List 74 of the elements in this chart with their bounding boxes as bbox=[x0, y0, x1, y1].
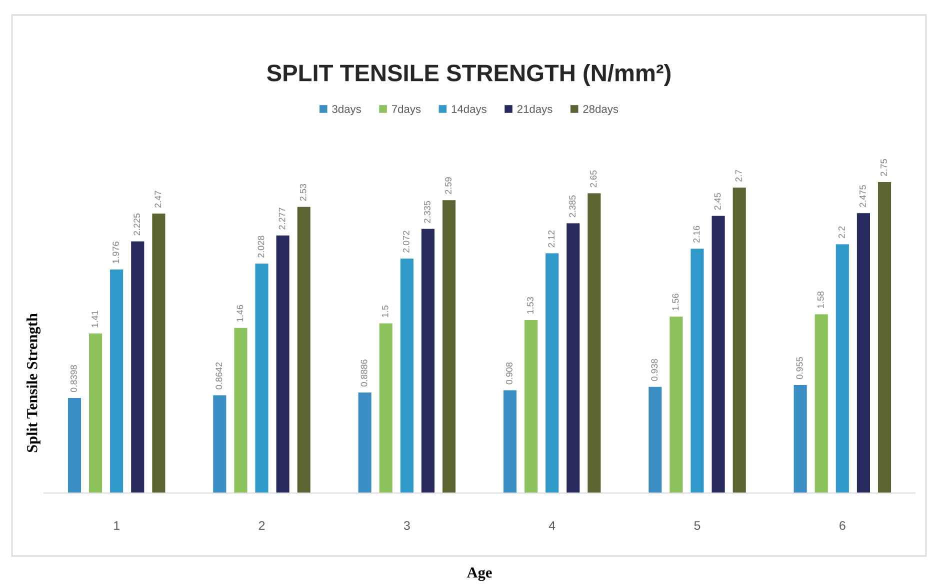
data-label: 2.2 bbox=[838, 226, 845, 238]
bar bbox=[794, 384, 807, 493]
x-tick-label: 2 bbox=[258, 521, 265, 530]
legend-label: 28days bbox=[583, 104, 618, 116]
bar bbox=[358, 392, 372, 493]
x-tick-label: 5 bbox=[694, 521, 700, 530]
bar bbox=[152, 214, 166, 493]
data-label: 2.65 bbox=[590, 170, 597, 188]
legend-label: 21days bbox=[517, 104, 552, 116]
data-label: 0.955 bbox=[796, 357, 803, 379]
bar bbox=[856, 213, 870, 493]
data-label: 0.8398 bbox=[70, 365, 77, 392]
x-tick-label: 4 bbox=[548, 521, 556, 530]
data-label: 2.16 bbox=[693, 226, 700, 243]
bar bbox=[566, 223, 580, 493]
bar bbox=[836, 244, 849, 493]
bar bbox=[690, 248, 704, 493]
data-label: 2.59 bbox=[445, 177, 452, 194]
x-axis-title: Age bbox=[466, 567, 492, 581]
bar bbox=[110, 270, 124, 493]
data-label: 1.58 bbox=[817, 291, 824, 308]
data-label: 0.8886 bbox=[360, 360, 368, 386]
data-label: 0.908 bbox=[506, 362, 512, 384]
data-label: 2.335 bbox=[424, 201, 430, 223]
y-axis-title: Split Tensile Strength bbox=[26, 313, 41, 452]
bar bbox=[814, 314, 828, 493]
data-label: 0.938 bbox=[651, 359, 658, 381]
bar bbox=[442, 200, 456, 493]
x-tick-label: 3 bbox=[404, 521, 410, 530]
chart-title: SPLIT TENSILE STRENGTH (N/mm²) bbox=[267, 64, 670, 86]
data-label: 2.45 bbox=[714, 193, 721, 210]
bar bbox=[670, 316, 683, 493]
data-label: 2.072 bbox=[402, 230, 410, 253]
data-label: 2.53 bbox=[300, 184, 306, 201]
data-label: 1.53 bbox=[527, 297, 534, 314]
data-label: 1.46 bbox=[236, 305, 244, 322]
bar bbox=[588, 193, 601, 493]
bar bbox=[379, 323, 392, 493]
data-label: 1.5 bbox=[382, 306, 388, 318]
bar bbox=[732, 188, 746, 493]
bar bbox=[131, 241, 144, 493]
data-label: 2.028 bbox=[258, 236, 264, 258]
bar bbox=[255, 264, 268, 493]
data-label: 0.8642 bbox=[216, 362, 222, 390]
bar bbox=[234, 328, 248, 493]
data-label: 2.277 bbox=[278, 208, 286, 230]
legend-label: 3days bbox=[332, 104, 361, 116]
data-label: 2.7 bbox=[735, 170, 742, 182]
bar bbox=[524, 320, 538, 493]
data-label: 2.47 bbox=[154, 190, 162, 208]
data-label: 2.225 bbox=[134, 213, 140, 236]
bar bbox=[648, 386, 662, 493]
bar bbox=[213, 395, 226, 493]
bar bbox=[400, 258, 414, 493]
data-label: 2.75 bbox=[880, 159, 887, 176]
legend-label: 14days bbox=[452, 104, 486, 116]
data-label: 1.56 bbox=[672, 294, 679, 310]
bar bbox=[89, 334, 102, 493]
data-label: 2.385 bbox=[569, 195, 576, 218]
data-label: 1.41 bbox=[92, 310, 98, 328]
bar bbox=[297, 206, 310, 493]
bar bbox=[712, 216, 725, 493]
bar bbox=[503, 390, 517, 493]
data-label: 2.475 bbox=[859, 185, 866, 207]
bar bbox=[546, 253, 559, 493]
bar bbox=[276, 235, 290, 493]
bar bbox=[421, 228, 434, 493]
data-label: 1.976 bbox=[112, 242, 120, 264]
x-tick-label: 6 bbox=[840, 521, 846, 530]
bar bbox=[878, 182, 892, 493]
data-label: 2.12 bbox=[548, 230, 554, 248]
bar bbox=[68, 398, 82, 493]
x-tick-label: 1 bbox=[114, 521, 120, 530]
legend-label: 7days bbox=[392, 104, 421, 116]
